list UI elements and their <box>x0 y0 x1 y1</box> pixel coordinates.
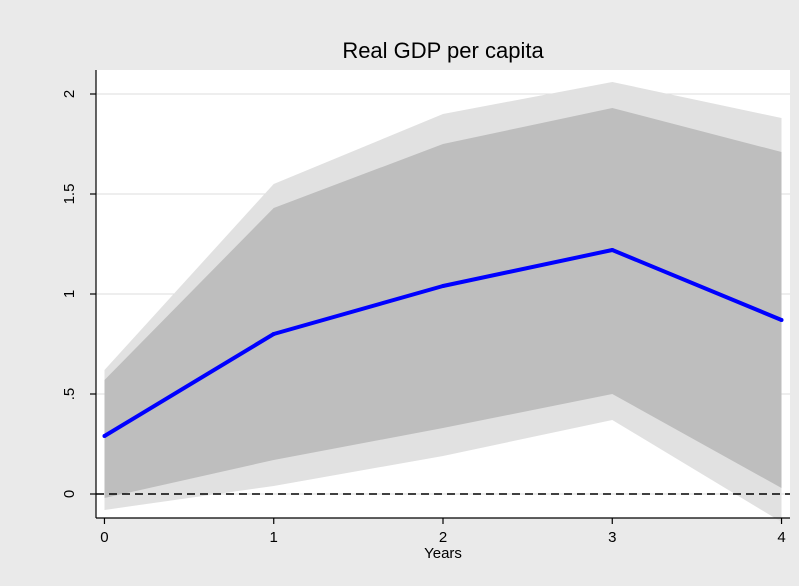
x-tick-label: 1 <box>270 529 278 546</box>
series-point <box>271 332 276 336</box>
axes: 0 .5 1 1.5 2 0 1 2 3 4 <box>61 70 790 546</box>
x-tick-label: 2 <box>439 529 447 546</box>
y-tick-label: .5 <box>61 388 78 401</box>
series-layer <box>102 248 784 438</box>
y-tick-label: 2 <box>61 90 78 98</box>
series-point <box>610 248 615 252</box>
inner-confidence-band <box>104 108 782 498</box>
series-point <box>779 318 784 322</box>
x-tick-label: 0 <box>100 529 108 546</box>
series-point <box>102 434 107 438</box>
y-tick-label: 0 <box>61 490 78 498</box>
chart-title: Real GDP per capita <box>342 38 544 63</box>
x-tick-label: 4 <box>777 529 785 546</box>
y-tick-label: 1 <box>61 290 78 298</box>
x-axis-title: Years <box>424 545 462 562</box>
series-point <box>441 284 445 288</box>
x-tick-label: 3 <box>608 529 616 546</box>
y-tick-label: 1.5 <box>61 184 78 205</box>
